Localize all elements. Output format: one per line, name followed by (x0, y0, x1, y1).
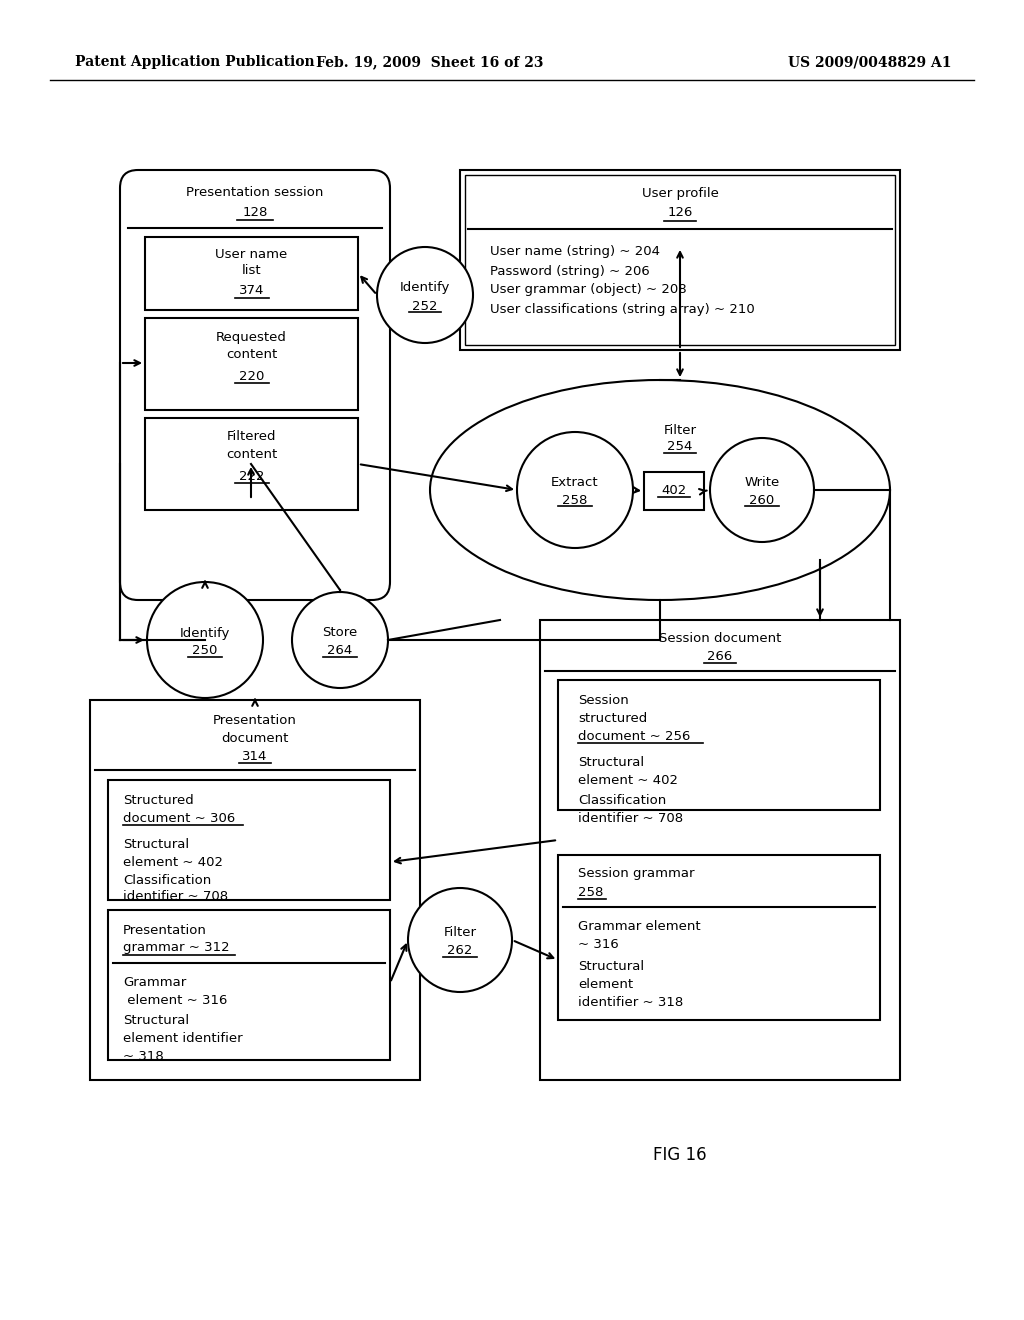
Text: ~ 316: ~ 316 (578, 937, 618, 950)
FancyBboxPatch shape (120, 170, 390, 601)
Text: Requested: Requested (216, 330, 287, 343)
Ellipse shape (408, 888, 512, 993)
Bar (90, 700, 420, 1080)
Text: Structural: Structural (123, 838, 189, 851)
Text: User grammar (object) ~ 208: User grammar (object) ~ 208 (490, 284, 687, 297)
Text: 264: 264 (328, 644, 352, 656)
Text: Identify: Identify (180, 627, 230, 639)
Bar (460, 170, 900, 350)
Text: User profile: User profile (642, 186, 719, 199)
Text: 260: 260 (750, 494, 774, 507)
Text: content: content (226, 347, 278, 360)
Bar (145, 238, 358, 310)
Text: Structural: Structural (123, 1015, 189, 1027)
Text: Filter: Filter (664, 424, 696, 437)
Text: 258: 258 (578, 886, 603, 899)
Ellipse shape (710, 438, 814, 543)
Text: Structural: Structural (578, 756, 644, 770)
Text: element ~ 402: element ~ 402 (578, 775, 678, 788)
Text: FIG 16: FIG 16 (653, 1146, 707, 1164)
Text: 220: 220 (239, 370, 264, 383)
Text: Classification: Classification (123, 874, 211, 887)
Text: User name: User name (215, 248, 288, 261)
Text: 314: 314 (243, 750, 267, 763)
Bar (108, 780, 390, 900)
Text: 252: 252 (413, 300, 437, 313)
Text: Identify: Identify (399, 281, 451, 294)
Text: 128: 128 (243, 206, 267, 219)
Text: element identifier: element identifier (123, 1032, 243, 1045)
Text: Patent Application Publication: Patent Application Publication (75, 55, 314, 69)
Text: list: list (242, 264, 261, 277)
Text: Grammar: Grammar (123, 977, 186, 990)
Text: document ~ 306: document ~ 306 (123, 812, 236, 825)
Text: 402: 402 (662, 484, 687, 498)
Text: User classifications (string array) ~ 210: User classifications (string array) ~ 21… (490, 302, 755, 315)
Text: element ~ 402: element ~ 402 (123, 855, 223, 869)
Text: 222: 222 (239, 470, 264, 483)
Bar (465, 176, 895, 345)
Text: 374: 374 (239, 285, 264, 297)
Text: element ~ 316: element ~ 316 (123, 994, 227, 1007)
Text: Presentation: Presentation (213, 714, 297, 726)
Bar (558, 680, 880, 810)
Text: Structural: Structural (578, 960, 644, 973)
Bar (145, 418, 358, 510)
Text: Write: Write (744, 477, 779, 490)
Bar (558, 855, 880, 1020)
Text: Session grammar: Session grammar (578, 867, 694, 880)
Text: Store: Store (323, 627, 357, 639)
Text: Grammar element: Grammar element (578, 920, 700, 933)
Bar (644, 473, 705, 510)
Ellipse shape (147, 582, 263, 698)
Text: Session: Session (578, 693, 629, 706)
Text: element: element (578, 978, 633, 990)
Text: document ~ 256: document ~ 256 (578, 730, 690, 742)
Text: 254: 254 (668, 441, 692, 454)
Text: document: document (221, 731, 289, 744)
Text: grammar ~ 312: grammar ~ 312 (123, 941, 229, 954)
Text: Feb. 19, 2009  Sheet 16 of 23: Feb. 19, 2009 Sheet 16 of 23 (316, 55, 544, 69)
Text: identifier ~ 318: identifier ~ 318 (578, 995, 683, 1008)
Text: Presentation: Presentation (123, 924, 207, 936)
Text: identifier ~ 708: identifier ~ 708 (123, 891, 228, 903)
Text: structured: structured (578, 711, 647, 725)
Text: Structured: Structured (123, 793, 194, 807)
Ellipse shape (377, 247, 473, 343)
Text: ~ 318: ~ 318 (123, 1049, 164, 1063)
Text: 262: 262 (447, 945, 473, 957)
Text: 126: 126 (668, 206, 692, 219)
Text: 266: 266 (708, 649, 732, 663)
Text: Session document: Session document (658, 631, 781, 644)
Text: Presentation session: Presentation session (186, 186, 324, 199)
Text: Filtered: Filtered (226, 430, 276, 444)
Bar (108, 909, 390, 1060)
Text: content: content (226, 447, 278, 461)
Bar (145, 318, 358, 411)
Ellipse shape (292, 591, 388, 688)
Text: Extract: Extract (551, 477, 599, 490)
Text: Classification: Classification (578, 793, 667, 807)
Text: 258: 258 (562, 494, 588, 507)
Text: US 2009/0048829 A1: US 2009/0048829 A1 (788, 55, 951, 69)
Text: User name (string) ~ 204: User name (string) ~ 204 (490, 246, 660, 259)
Ellipse shape (517, 432, 633, 548)
Text: 250: 250 (193, 644, 218, 656)
Ellipse shape (430, 380, 890, 601)
Bar (540, 620, 900, 1080)
Text: Password (string) ~ 206: Password (string) ~ 206 (490, 264, 650, 277)
Text: identifier ~ 708: identifier ~ 708 (578, 812, 683, 825)
Text: Filter: Filter (443, 927, 476, 940)
